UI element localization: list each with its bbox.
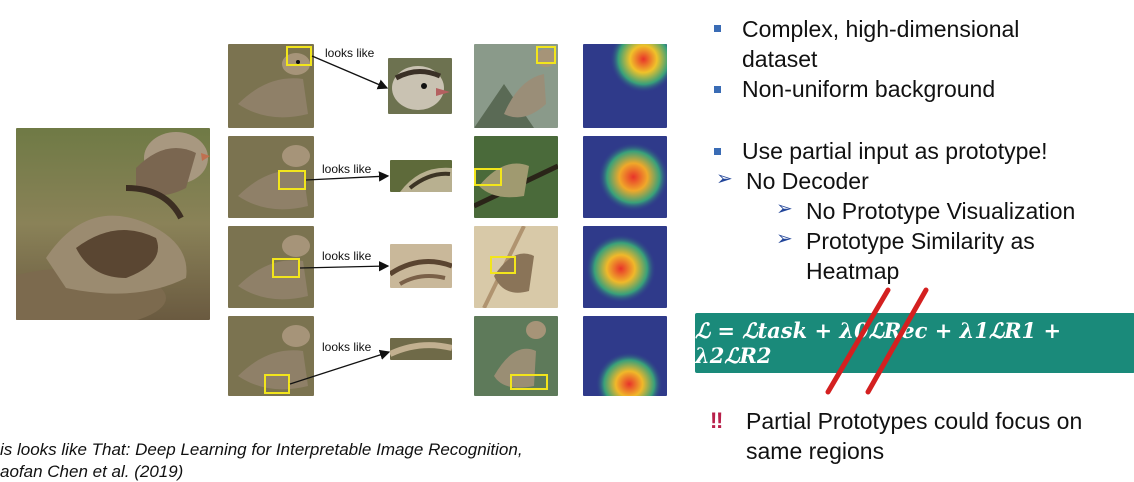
input-bird-image <box>16 128 210 320</box>
arrow-bullet-icon-3: ➢ <box>776 228 793 250</box>
query-image-row-1 <box>228 44 314 128</box>
heatmap-row-2 <box>583 136 667 218</box>
bullet-square-1 <box>714 25 721 32</box>
arrow-bullet-icon-2: ➢ <box>776 198 793 220</box>
heatmap-row-4 <box>583 316 667 396</box>
query-image-row-2 <box>228 136 314 218</box>
warning-line-1: Partial Prototypes could focus on <box>746 408 1083 434</box>
bullet-6-line-1: Prototype Similarity as <box>806 228 1035 254</box>
looks-like-label-row-4: looks like <box>322 340 372 354</box>
loss-equation-banner: ℒ = ℒtask + λ0ℒRec + λ1ℒR1 + λ2ℒR2 <box>695 313 1134 373</box>
warning-icon: ‼ <box>710 408 724 433</box>
similar-image-row-2 <box>474 136 558 218</box>
loss-equation: ℒ = ℒtask + λ0ℒRec + λ1ℒR1 + λ2ℒR2 <box>695 318 1062 368</box>
prototype-patch-row-4 <box>390 338 452 360</box>
heatmap-row-3 <box>583 226 667 308</box>
arrow-row-3 <box>299 261 390 272</box>
looks-like-label-row-1: looks like <box>325 46 375 60</box>
arrow-row-4 <box>289 349 391 385</box>
citation-line-1: is looks like That: Deep Learning for In… <box>0 440 523 459</box>
bullet-3: Use partial input as prototype! <box>742 138 1048 164</box>
arrow-row-1 <box>311 55 389 90</box>
citation-line-2: aofan Chen et al. (2019) <box>0 462 184 481</box>
looks-like-label-row-3: looks like <box>322 249 372 263</box>
strike-through-marks <box>825 287 929 395</box>
bullet-square-3 <box>714 148 721 155</box>
prototype-patch-row-2 <box>390 160 452 192</box>
heatmap-row-1 <box>583 44 667 128</box>
query-image-row-4 <box>228 316 314 396</box>
warning-line-2: same regions <box>746 438 885 464</box>
bullet-2: Non-uniform background <box>742 76 996 102</box>
bullet-6-line-2: Heatmap <box>806 258 900 284</box>
bullet-5: No Prototype Visualization <box>806 198 1076 224</box>
looks-like-arrows <box>289 55 391 385</box>
bullet-1-line-1: Complex, high-dimensional <box>742 16 1020 42</box>
similar-image-row-4 <box>474 316 558 396</box>
prototype-patch-row-3 <box>390 244 452 288</box>
arrow-row-2 <box>305 171 390 182</box>
bullet-square-2 <box>714 86 721 93</box>
query-image-row-3 <box>228 226 314 308</box>
arrow-bullet-icon-1: ➢ <box>716 168 733 190</box>
bullet-1-line-2: dataset <box>742 46 818 72</box>
similar-image-row-3 <box>474 226 558 308</box>
bullet-4: No Decoder <box>746 168 869 194</box>
similar-image-row-1 <box>474 44 558 128</box>
prototype-patch-row-1 <box>388 58 452 114</box>
looks-like-label-row-2: looks like <box>322 162 372 176</box>
